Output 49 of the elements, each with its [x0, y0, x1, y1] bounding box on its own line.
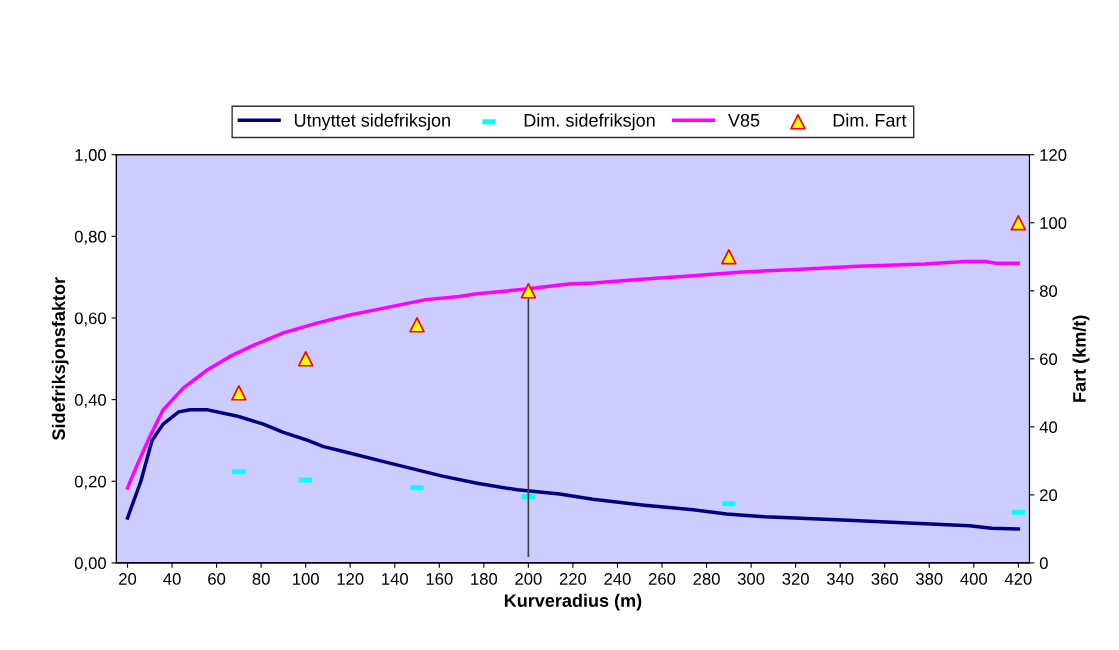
x-tick-label: 100	[293, 573, 319, 585]
x-tick-label: 20	[119, 573, 137, 585]
y-tick-label: 0,80	[74, 230, 107, 245]
legend-label: V85	[728, 113, 760, 127]
y2-tick-label: 0	[1039, 557, 1048, 570]
x-tick-label: 120	[337, 573, 364, 585]
y2-tick-label: 60	[1040, 353, 1058, 365]
x-tick-label: 240	[604, 573, 631, 585]
legend-label: Dim. Fart	[833, 113, 907, 127]
y2-tick-label: 20	[1040, 489, 1058, 502]
y-tick-label: 1,00	[75, 149, 107, 163]
y2-axis-title: Fart (km/t)	[1072, 315, 1090, 402]
point	[297, 351, 314, 367]
line-series	[125, 408, 1021, 531]
x-tick-label: 160	[426, 573, 453, 585]
x-tick-label: 380	[915, 573, 943, 585]
y2-tick-label: 40	[1039, 421, 1058, 434]
y-tick-label: 0,00	[74, 557, 107, 572]
x-tick-label: 80	[252, 573, 270, 585]
x-tick-label: 220	[559, 573, 587, 585]
point	[409, 317, 425, 333]
legend-label: Utnyttet sidefriksjon	[294, 113, 450, 131]
x-tick-label: 300	[737, 573, 765, 585]
y-tick-label: 0,20	[74, 475, 107, 490]
point	[231, 385, 247, 401]
x-tick-label: 180	[471, 573, 498, 585]
x-tick-label: 400	[960, 573, 988, 585]
point	[721, 248, 737, 265]
x-tick-label: 140	[382, 573, 409, 585]
x-tick-label: 200	[515, 573, 542, 585]
x-tick-label: 340	[826, 573, 854, 585]
y2-tick-label: 80	[1039, 285, 1058, 297]
x-tick-label: 420	[1004, 573, 1032, 585]
x-tick-label: 280	[693, 573, 720, 585]
x-axis-title: Kurveradius (m)	[504, 593, 642, 611]
y-tick-label: 0,40	[74, 394, 107, 408]
y2-tick-label: 100	[1040, 217, 1067, 229]
x-tick-label: 320	[782, 573, 809, 585]
y2-tick-label: 120	[1040, 149, 1067, 161]
point	[1010, 214, 1027, 231]
x-tick-label: 40	[163, 573, 181, 585]
legend-label: Dim. sidefriksjon	[524, 113, 655, 131]
line-series	[125, 259, 1021, 490]
y-axis-title: Sidefriksjonsfaktor	[51, 277, 69, 441]
y-tick-label: 0,60	[74, 312, 107, 327]
point	[520, 282, 537, 299]
x-tick-label: 60	[208, 573, 226, 585]
x-tick-label: 360	[871, 573, 898, 585]
x-tick-label: 260	[648, 573, 676, 585]
